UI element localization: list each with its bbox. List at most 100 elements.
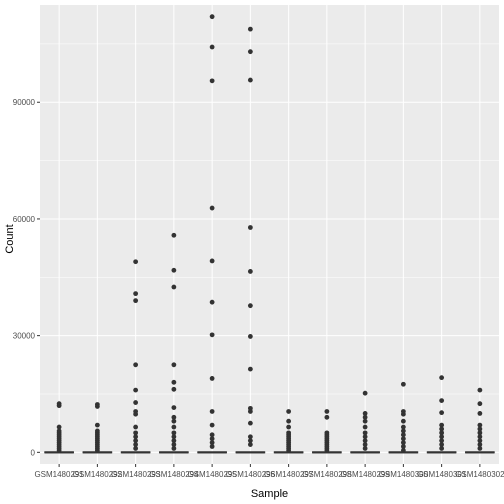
- outlier-point: [133, 259, 139, 265]
- outlier-point: [133, 424, 139, 430]
- outlier-point: [247, 409, 253, 414]
- outlier-point: [171, 430, 177, 436]
- outlier-point: [324, 409, 330, 414]
- outlier-point: [133, 446, 139, 451]
- outlier-point: [209, 299, 215, 305]
- outlier-point: [286, 409, 292, 414]
- outlier-point: [439, 442, 445, 447]
- outlier-point: [439, 434, 445, 440]
- x-tick-label: GSM1480298: [302, 470, 352, 479]
- x-tick-label: GSM1480302: [455, 470, 504, 479]
- outlier-point: [171, 405, 177, 410]
- outlier-point: [286, 424, 292, 430]
- outlier-point: [400, 428, 406, 434]
- outlier-point: [133, 442, 139, 447]
- y-tick-label: 30000: [13, 332, 36, 341]
- outlier-point: [362, 434, 368, 440]
- outlier-point: [56, 447, 62, 453]
- outlier-point: [362, 411, 368, 416]
- outlier-point: [439, 410, 445, 416]
- y-tick-label: 90000: [13, 98, 36, 107]
- outlier-point: [209, 332, 215, 338]
- outlier-point: [439, 398, 445, 403]
- outlier-point: [209, 444, 215, 449]
- minor-gridlines: [40, 43, 499, 395]
- outlier-point: [133, 438, 139, 444]
- outlier-point: [209, 432, 215, 438]
- outlier-point: [400, 432, 406, 438]
- outlier-point: [247, 334, 253, 339]
- plot-panel: [40, 5, 499, 464]
- outlier-point: [362, 424, 368, 430]
- outlier-point: [94, 404, 100, 409]
- outlier-point: [209, 258, 215, 264]
- outlier-point: [171, 424, 177, 430]
- outlier-point: [362, 430, 368, 436]
- outlier-point: [133, 434, 139, 440]
- outlier-point: [477, 422, 483, 428]
- x-tick-label: GSM1480300: [379, 470, 429, 479]
- outlier-point: [209, 205, 215, 211]
- y-axis-title: Count: [4, 224, 16, 253]
- x-tick-label: GSM1480292: [73, 470, 123, 479]
- outlier-point: [362, 414, 368, 420]
- outlier-point: [171, 379, 177, 385]
- outlier-point: [209, 409, 215, 414]
- outlier-point: [439, 422, 445, 428]
- outlier-point: [362, 438, 368, 444]
- outlier-point: [439, 426, 445, 432]
- outlier-point: [247, 303, 253, 309]
- outlier-point: [362, 442, 368, 447]
- outlier-point: [247, 269, 253, 274]
- outlier-point: [247, 442, 253, 447]
- outlier-point: [362, 418, 368, 424]
- outlier-point: [56, 424, 62, 430]
- x-tick-label: GSM1480295: [187, 470, 237, 479]
- outlier-points: [56, 14, 483, 453]
- outlier-point: [209, 14, 215, 20]
- outlier-point: [477, 434, 483, 440]
- x-tick-label: GSM1480291: [34, 470, 84, 479]
- outlier-point: [477, 387, 483, 393]
- outlier-point: [400, 447, 406, 453]
- outlier-point: [133, 291, 139, 297]
- outlier-point: [56, 403, 62, 409]
- outlier-point: [400, 444, 406, 449]
- outlier-point: [400, 440, 406, 446]
- outlier-point: [171, 232, 177, 238]
- outlier-point: [477, 401, 483, 407]
- outlier-point: [171, 414, 177, 420]
- x-tick-label: GSM1480293: [111, 470, 161, 479]
- outlier-point: [324, 447, 330, 453]
- outlier-point: [477, 442, 483, 447]
- outlier-point: [286, 447, 292, 453]
- outlier-point: [439, 430, 445, 436]
- outlier-point: [209, 422, 215, 428]
- x-tick-label: GSM1480299: [340, 470, 390, 479]
- y-axis: 0 30000 60000 90000: [13, 98, 40, 457]
- outlier-point: [133, 430, 139, 436]
- outlier-point: [362, 390, 368, 396]
- outlier-point: [477, 438, 483, 444]
- outlier-point: [133, 362, 139, 368]
- x-axis: GSM1480291GSM1480292GSM1480293GSM1480294…: [34, 464, 504, 479]
- outlier-point: [439, 438, 445, 444]
- outlier-point: [247, 49, 253, 55]
- outlier-point: [133, 400, 139, 405]
- x-tick-label: GSM1480294: [149, 470, 199, 479]
- outlier-point: [209, 44, 215, 50]
- y-tick-label: 0: [31, 448, 36, 457]
- outlier-point: [286, 418, 292, 424]
- outlier-point: [171, 438, 177, 444]
- outlier-point: [209, 440, 215, 446]
- major-gridlines: [40, 5, 499, 464]
- outlier-point: [400, 381, 406, 387]
- x-tick-label: GSM1480301: [417, 470, 467, 479]
- outlier-point: [209, 78, 215, 84]
- outlier-point: [171, 434, 177, 440]
- x-tick-label: GSM1480297: [264, 470, 314, 479]
- outlier-point: [324, 414, 330, 420]
- outlier-point: [439, 375, 445, 381]
- outlier-point: [477, 446, 483, 451]
